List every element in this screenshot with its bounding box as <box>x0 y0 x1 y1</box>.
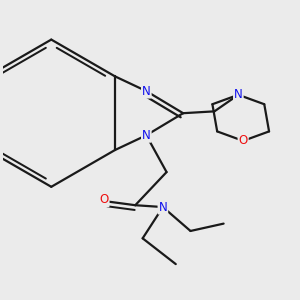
Text: N: N <box>158 200 167 214</box>
Text: O: O <box>99 193 109 206</box>
Text: N: N <box>234 88 243 101</box>
Text: O: O <box>238 134 248 147</box>
Text: N: N <box>142 129 151 142</box>
Text: N: N <box>142 85 151 98</box>
